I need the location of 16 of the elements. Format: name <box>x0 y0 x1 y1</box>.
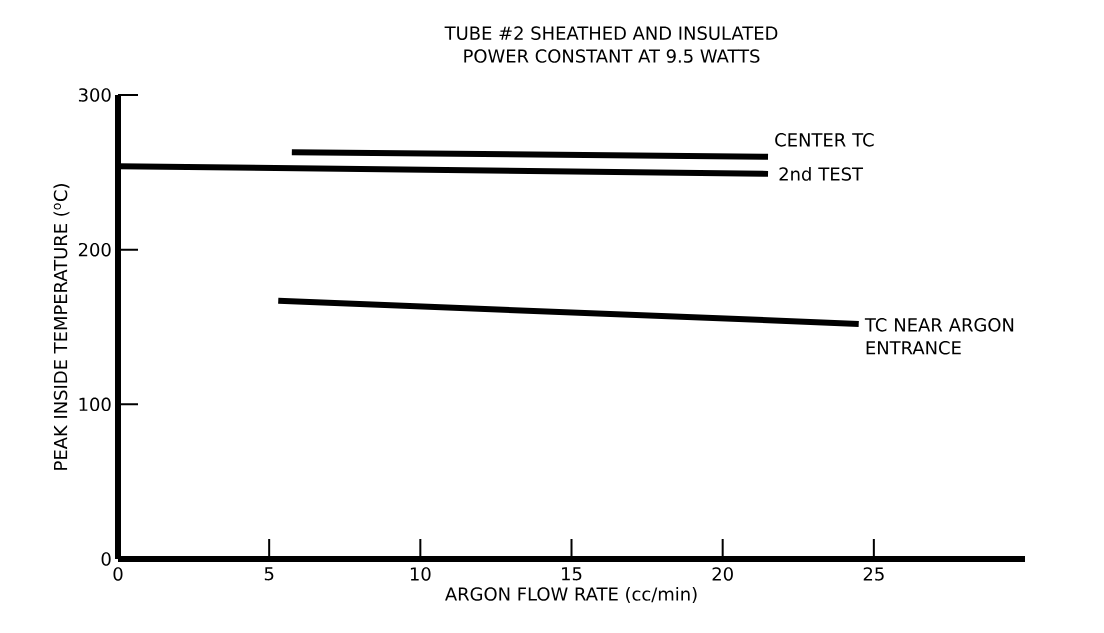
x-tick-label: 0 <box>113 567 123 581</box>
series-label: CENTER TC <box>775 133 874 147</box>
x-tick-label: 25 <box>863 567 884 581</box>
chart-title: TUBE #2 SHEATHED AND INSULATED POWER CONSTANT AT 9.5 WATTS <box>444 26 778 63</box>
x-tick-label: 15 <box>562 567 582 581</box>
x-tick-label: 5 <box>264 567 274 581</box>
series-label: 2nd TEST <box>779 166 864 181</box>
y-axis-title: PEAK INSIDE TEMPERATURE ($^{o}$C) <box>53 184 70 470</box>
y-tick-label: 0 <box>101 552 111 566</box>
y-tick-label: 100 <box>79 397 111 412</box>
x-axis-title: ARGON FLOW RATE (cc/min) <box>445 586 697 603</box>
x-tick-label: 10 <box>410 567 431 581</box>
y-tick-label: 200 <box>78 242 111 257</box>
y-tick-label: 300 <box>78 88 111 102</box>
x-tick-label: 20 <box>712 567 733 581</box>
series-label: TC NEAR ARGON ENTRANCE <box>864 318 1014 355</box>
